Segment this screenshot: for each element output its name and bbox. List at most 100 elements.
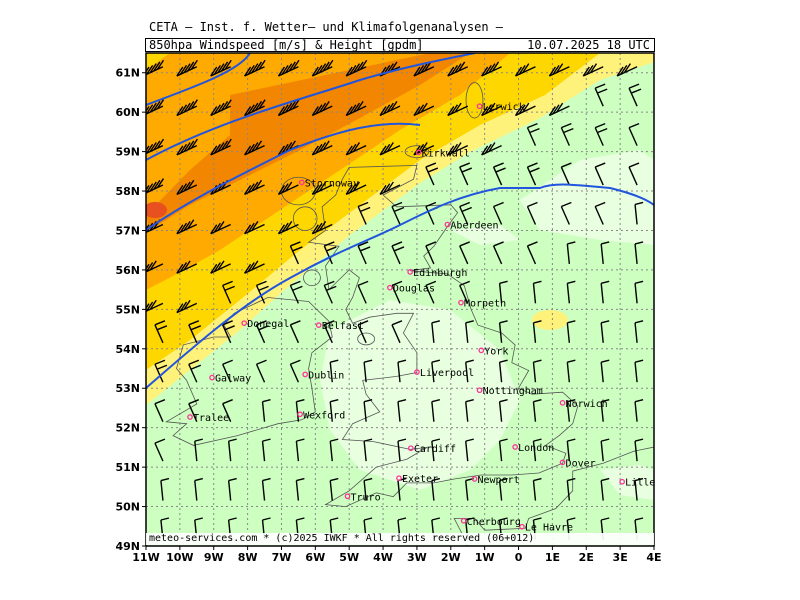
wind-barb bbox=[176, 260, 198, 274]
city-label: Dublin bbox=[308, 370, 344, 381]
wind-barb bbox=[600, 359, 610, 383]
city-marker bbox=[458, 299, 464, 306]
contour-line-1 bbox=[146, 53, 251, 106]
field-very-strong bbox=[146, 53, 470, 230]
wind-barb bbox=[616, 63, 638, 77]
lat-tick-label: 57N bbox=[115, 224, 140, 237]
chart-title: CETA – Inst. f. Wetter– und Klimafolgena… bbox=[149, 20, 504, 34]
wind-barb bbox=[634, 399, 644, 422]
city-marker bbox=[460, 517, 467, 524]
wind-barb bbox=[295, 438, 305, 462]
wind-barb bbox=[600, 438, 610, 462]
wind-barb bbox=[329, 477, 339, 501]
city-marker bbox=[476, 387, 483, 394]
city-label: Cardiff bbox=[414, 444, 456, 455]
city-label: Liverpool bbox=[420, 368, 474, 379]
wind-barb bbox=[210, 99, 232, 117]
city-label: Edinburgh bbox=[413, 268, 467, 279]
wind-barb bbox=[194, 477, 203, 501]
lat-tick-label: 56N bbox=[115, 264, 140, 277]
wind-barb bbox=[628, 162, 640, 186]
lat-tick-label: 50N bbox=[115, 501, 140, 514]
wind-barb bbox=[634, 438, 644, 462]
wind-barb bbox=[345, 181, 367, 195]
wind-barb bbox=[600, 477, 610, 501]
city-marker bbox=[315, 322, 322, 328]
city-label: Newport bbox=[478, 475, 520, 486]
wind-barb bbox=[329, 399, 339, 422]
contour-line-4 bbox=[146, 183, 654, 389]
lon-tick-label: 2E bbox=[579, 551, 594, 564]
wind-barb bbox=[413, 102, 435, 117]
wind-barb bbox=[154, 359, 168, 383]
wind-barb bbox=[391, 241, 405, 265]
wind-barb bbox=[532, 477, 542, 501]
lon-tick-label: 4E bbox=[646, 551, 661, 564]
wind-barb bbox=[323, 280, 337, 304]
wind-barb bbox=[481, 61, 502, 77]
wind-barb bbox=[514, 63, 536, 77]
wind-barb bbox=[345, 142, 367, 156]
wind-barb bbox=[492, 241, 504, 265]
wind-barb bbox=[345, 100, 367, 117]
wind-barb bbox=[594, 83, 608, 107]
coast-britain bbox=[307, 164, 579, 508]
city-marker bbox=[559, 399, 566, 406]
footer-background bbox=[146, 533, 654, 545]
wind-barb bbox=[222, 399, 233, 422]
city-marker bbox=[209, 374, 215, 381]
wind-barb bbox=[154, 399, 166, 422]
map-frame bbox=[145, 52, 655, 547]
wind-barb bbox=[566, 320, 576, 343]
city-markers: Lerwick Kirkwall Stornoway Aberdeen Edinburg… bbox=[187, 102, 655, 534]
city-marker bbox=[407, 269, 414, 275]
city-marker bbox=[619, 478, 626, 485]
wind-barb bbox=[363, 438, 373, 462]
wind-barb bbox=[425, 241, 437, 265]
lat-tick-label: 58N bbox=[115, 185, 140, 198]
wind-barb bbox=[634, 477, 644, 501]
wind-barb bbox=[498, 359, 508, 383]
wind-barb bbox=[431, 438, 441, 462]
lat-tick-label: 59N bbox=[115, 146, 140, 159]
city-marker bbox=[444, 221, 451, 228]
wind-barb bbox=[566, 241, 576, 264]
city-label: Truro bbox=[351, 492, 381, 503]
wind-barb bbox=[431, 320, 441, 343]
wind-barb bbox=[459, 241, 470, 265]
footer-credit: meteo-services.com * (c)2025 IWKF * All … bbox=[149, 533, 535, 544]
wind-barb bbox=[425, 162, 439, 186]
city-marker bbox=[298, 179, 305, 186]
city-label: Belfast bbox=[322, 321, 364, 332]
longitude-axis: 11W 10W 9W 8W 7W 6W 5W 4W 3W 2W 1W 0 1E 2E 3E 4E bbox=[132, 546, 662, 564]
coast-ireland bbox=[165, 297, 333, 446]
city-marker bbox=[414, 369, 420, 375]
city-label: Lille bbox=[625, 478, 655, 489]
wind-barb bbox=[634, 320, 644, 343]
wind-barb bbox=[498, 438, 508, 462]
wind-barb bbox=[526, 162, 540, 186]
coast-island bbox=[465, 82, 484, 119]
wind-barb bbox=[261, 399, 271, 422]
wind-barb bbox=[594, 162, 606, 186]
wind-barb bbox=[459, 162, 472, 186]
wind-barb bbox=[548, 63, 570, 77]
field-calm-inland bbox=[320, 300, 520, 490]
city-label: Lerwick bbox=[483, 102, 525, 113]
wind-barb bbox=[154, 438, 166, 462]
coast-island bbox=[404, 145, 430, 158]
wind-barb bbox=[465, 399, 474, 422]
wind-barb bbox=[244, 140, 265, 156]
wind-barb bbox=[566, 438, 576, 462]
wind-barb bbox=[289, 320, 301, 344]
wind-barb bbox=[244, 221, 265, 235]
wind-barb bbox=[379, 142, 401, 156]
lon-tick-label: 2W bbox=[441, 551, 461, 564]
wind-barb bbox=[357, 280, 369, 304]
wind-barb bbox=[600, 280, 610, 304]
wind-barb bbox=[176, 99, 198, 117]
wind-barb bbox=[357, 320, 369, 344]
city-marker bbox=[302, 371, 309, 378]
city-label: Galway bbox=[215, 374, 251, 385]
lon-tick-label: 6W bbox=[305, 551, 325, 564]
